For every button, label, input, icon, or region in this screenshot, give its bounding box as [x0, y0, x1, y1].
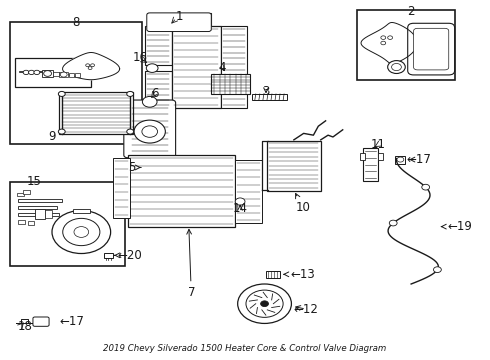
FancyBboxPatch shape: [124, 100, 175, 158]
Bar: [172, 26, 220, 108]
Text: 7: 7: [187, 229, 195, 300]
Text: 14: 14: [233, 202, 247, 215]
Circle shape: [389, 220, 397, 226]
Bar: [113, 158, 130, 218]
Circle shape: [28, 70, 34, 75]
Bar: [235, 160, 262, 223]
Text: 6: 6: [151, 87, 158, 100]
Bar: [45, 211, 52, 218]
Circle shape: [397, 157, 404, 162]
Circle shape: [381, 36, 386, 40]
Text: ←17: ←17: [406, 153, 431, 166]
Text: 9: 9: [48, 130, 56, 143]
Bar: [363, 148, 378, 181]
Circle shape: [91, 64, 95, 67]
Circle shape: [58, 129, 65, 134]
Text: 1: 1: [175, 10, 183, 23]
Circle shape: [74, 226, 89, 237]
Bar: [104, 253, 113, 258]
Bar: [35, 209, 45, 220]
Bar: [145, 71, 172, 108]
Bar: [59, 92, 133, 134]
Bar: [128, 155, 235, 226]
Circle shape: [60, 72, 67, 77]
Circle shape: [422, 184, 430, 190]
Bar: [23, 190, 29, 194]
Circle shape: [63, 219, 100, 246]
Bar: [18, 206, 57, 209]
Bar: [18, 220, 24, 224]
Circle shape: [86, 64, 90, 67]
Text: 18: 18: [18, 320, 33, 333]
Bar: [75, 73, 80, 77]
Text: 4: 4: [218, 60, 226, 73]
Circle shape: [143, 96, 157, 107]
FancyBboxPatch shape: [414, 28, 449, 70]
Bar: [53, 72, 59, 76]
Bar: [73, 210, 90, 213]
Circle shape: [388, 36, 392, 40]
Circle shape: [381, 41, 386, 45]
Text: ←12: ←12: [294, 303, 318, 316]
FancyBboxPatch shape: [147, 13, 211, 32]
Text: ←17: ←17: [59, 315, 84, 328]
Circle shape: [58, 91, 65, 96]
Circle shape: [238, 284, 292, 323]
Polygon shape: [16, 319, 32, 323]
Bar: [18, 213, 59, 216]
Circle shape: [23, 70, 29, 75]
Bar: [15, 58, 91, 87]
Bar: [395, 156, 405, 163]
Polygon shape: [63, 53, 120, 80]
Bar: [59, 72, 68, 77]
Bar: [378, 153, 383, 160]
Circle shape: [147, 64, 158, 72]
Circle shape: [261, 301, 269, 307]
Text: ←20: ←20: [115, 249, 143, 262]
Circle shape: [88, 67, 92, 69]
FancyBboxPatch shape: [33, 317, 49, 326]
Bar: [69, 73, 74, 77]
Bar: [18, 199, 62, 202]
Text: 11: 11: [371, 138, 386, 151]
Text: 2: 2: [407, 5, 415, 18]
Circle shape: [127, 91, 134, 96]
Text: 15: 15: [26, 175, 41, 188]
Text: ←13: ←13: [284, 268, 315, 281]
Bar: [27, 221, 34, 225]
Circle shape: [392, 63, 401, 71]
Circle shape: [235, 198, 245, 205]
Circle shape: [434, 267, 441, 273]
Bar: [211, 74, 250, 94]
Bar: [147, 13, 211, 26]
Bar: [10, 182, 125, 266]
Text: 8: 8: [73, 16, 80, 29]
Circle shape: [246, 290, 283, 318]
Circle shape: [134, 120, 165, 143]
Bar: [145, 26, 172, 65]
Text: 10: 10: [295, 193, 310, 214]
Bar: [220, 26, 247, 108]
Text: 5: 5: [128, 161, 141, 174]
Circle shape: [388, 60, 405, 73]
Circle shape: [142, 126, 158, 137]
Circle shape: [34, 70, 40, 75]
Polygon shape: [361, 22, 417, 63]
Bar: [357, 10, 455, 80]
Bar: [267, 140, 321, 191]
Circle shape: [44, 71, 51, 76]
Bar: [266, 271, 280, 278]
Bar: [252, 94, 287, 100]
Circle shape: [52, 211, 111, 253]
Bar: [10, 22, 143, 144]
Bar: [360, 153, 365, 160]
Text: 2019 Chevy Silverado 1500 Heater Core & Control Valve Diagram: 2019 Chevy Silverado 1500 Heater Core & …: [103, 344, 387, 353]
Bar: [42, 70, 53, 77]
Text: ←19: ←19: [441, 220, 472, 233]
Text: 16: 16: [132, 51, 147, 64]
Circle shape: [127, 129, 134, 134]
Text: 3: 3: [262, 85, 270, 98]
FancyBboxPatch shape: [408, 23, 455, 75]
Bar: [17, 193, 24, 196]
